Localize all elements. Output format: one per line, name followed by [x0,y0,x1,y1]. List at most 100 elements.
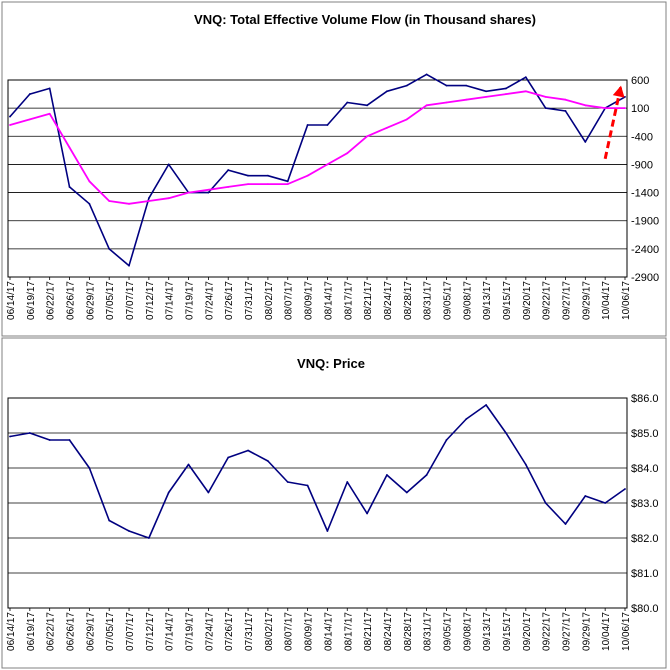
volume-x-tick-label: 09/13/17 [482,281,493,320]
volume-x-tick-label: 07/24/17 [204,281,215,320]
price-plot-frame [7,397,628,609]
price-x-tick-label: 07/24/17 [204,612,215,651]
price-x-tick-label: 08/28/17 [403,612,414,651]
volume-series-point-0 [267,174,269,177]
volume-x-tick-label: 08/14/17 [323,281,334,320]
volume-series-point-1 [465,98,468,101]
volume-series-point-1 [405,118,408,121]
price-x-tick-label: 08/17/17 [343,612,354,651]
price-chart-title: VNQ: Price [297,356,365,371]
price-x-tick-label: 09/05/17 [442,612,453,651]
volume-series-point-1 [68,146,71,149]
price-series-point-0 [128,530,130,532]
price-plot-area: $86.0 $85.0 $84.0 $83.0 $82.0 $81.0 $80.0 06/14… [6,393,659,651]
price-x-tick-label: 06/19/17 [26,612,37,651]
volume-series-point-0 [247,174,249,177]
price-series-point-0 [624,488,626,490]
price-y-tick-label: $86.0 [631,393,659,405]
volume-y-tick-label: 600 [631,75,649,87]
price-y-tick-label: $80.0 [631,603,659,615]
volume-x-tick-label: 08/21/17 [363,281,374,320]
volume-series-point-1 [485,95,488,98]
volume-series-point-0 [584,141,587,143]
volume-x-tick-label: 09/29/17 [581,281,592,320]
volume-series-point-1 [88,180,91,183]
price-x-tick-label: 07/07/17 [125,612,136,651]
volume-x-tick-label: 07/19/17 [185,281,196,320]
volume-x-tick-label: 08/28/17 [403,281,414,320]
price-series-point-0 [167,491,170,494]
volume-x-tick-label: 08/24/17 [383,281,394,320]
price-x-tick-label: 06/22/17 [46,612,57,651]
price-series-point-0 [68,439,71,441]
price-x-tick-label: 07/12/17 [145,612,156,651]
price-series-point-0 [187,463,190,466]
volume-x-tick-label: 06/22/17 [46,281,57,320]
volume-series-point-1 [227,186,230,188]
volume-series-point-0 [147,197,150,200]
price-y-tick-label: $85.0 [631,428,659,440]
volume-series-point-1 [247,183,249,186]
price-x-tick-label: 08/24/17 [383,612,394,651]
volume-x-tick-label: 06/19/17 [26,281,37,320]
volume-series-point-1 [505,93,507,95]
volume-y-tick-label: -400 [631,131,653,143]
volume-series-point-0 [386,90,388,93]
volume-series-point-1 [326,163,329,166]
volume-series-point-0 [485,90,488,93]
volume-series-point-0 [405,84,408,87]
price-series-line-0 [9,404,626,539]
volume-series-point-0 [366,104,368,107]
volume-series-point-0 [445,84,448,87]
volume-x-tick-label: 07/05/17 [105,281,116,320]
price-series-point-0 [544,502,547,504]
volume-series-point-0 [227,169,230,171]
price-y-tick-label: $84.0 [631,463,659,475]
volume-series-point-1 [167,197,170,200]
volume-series-point-1 [366,135,368,138]
volume-chart-title: VNQ: Total Effective Volume Flow (in Tho… [194,12,536,27]
price-series-point-0 [207,491,210,494]
price-y-tick-label: $83.0 [631,498,659,510]
volume-x-tick-label: 10/06/17 [621,281,632,320]
price-x-tick-label: 08/31/17 [423,612,434,651]
price-x-tick-label: 10/04/17 [601,612,612,651]
volume-x-tick-label: 08/31/17 [423,281,434,320]
volume-series-point-0 [286,180,289,183]
volume-x-tick-label: 08/02/17 [264,281,275,320]
volume-series-point-1 [544,95,547,98]
volume-x-tick-label: 09/22/17 [542,281,553,320]
volume-series-point-1 [604,107,607,110]
volume-x-tick-label: 09/08/17 [462,281,473,320]
price-series-point-0 [326,530,329,532]
volume-series-point-0 [9,115,11,118]
price-x-tick-label: 09/08/17 [462,612,473,651]
volume-series-point-0 [505,87,507,90]
volume-x-tick-label: 07/12/17 [145,281,156,320]
volume-series-point-0 [326,124,329,126]
volume-series-point-0 [28,93,31,95]
volume-series-point-1 [386,126,388,129]
volume-series-point-0 [108,247,111,250]
price-series-point-0 [604,502,607,504]
volume-series-line-1 [9,90,625,205]
volume-plot-area: 600 100 -400 -900 -1400 -1900 -2400 -2900 06/14/… [6,73,659,320]
price-x-tick-label: 09/22/17 [542,612,553,651]
price-series-point-0 [286,481,289,483]
volume-series-point-0 [88,202,91,205]
price-series-point-0 [485,404,488,406]
volume-series-point-0 [306,124,309,126]
volume-x-tick-label: 09/15/17 [502,281,513,320]
volume-series-point-1 [9,124,11,126]
price-series-point-0 [346,481,349,483]
price-x-tick-label: 08/07/17 [284,612,295,651]
volume-x-tick-label: 07/31/17 [244,281,255,320]
volume-series-point-1 [584,104,587,107]
price-series-point-0 [108,519,111,522]
price-series-point-0 [564,523,567,525]
volume-x-tick-label: 07/14/17 [165,281,176,320]
price-series-point-0 [524,463,527,466]
volume-x-tick-label: 08/17/17 [343,281,354,320]
volume-x-tick-label: 10/04/17 [601,281,612,320]
